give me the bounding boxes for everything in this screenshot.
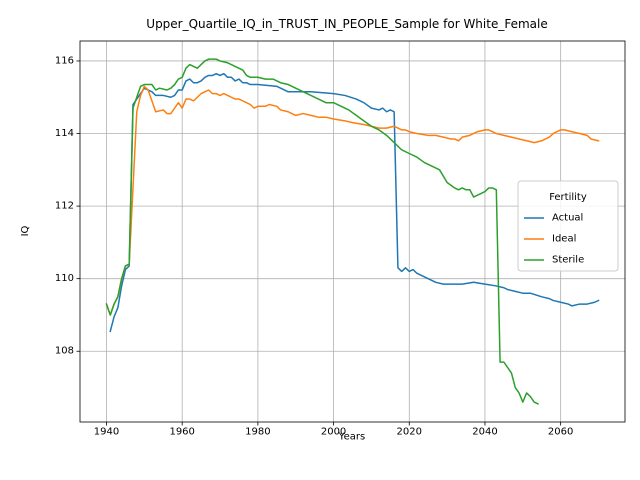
y-axis: 108 110 112 114 116	[55, 55, 80, 357]
series-line-ideal	[105, 85, 600, 316]
legend-label-ideal: Ideal	[552, 234, 576, 245]
legend: Fertility Actual Ideal Sterile	[517, 180, 619, 272]
x-tick-label: 2040	[472, 426, 497, 437]
x-tick-label: 1980	[245, 426, 270, 437]
y-axis-label: IQ	[20, 225, 31, 236]
legend-frame	[517, 180, 619, 272]
x-tick-label: 1940	[94, 426, 119, 437]
y-tick-label: 116	[55, 55, 74, 66]
legend-title: Fertility	[549, 192, 587, 203]
x-tick-label: 2020	[397, 426, 422, 437]
y-tick-label: 114	[55, 128, 74, 139]
series-line-sterile	[105, 58, 539, 405]
legend-label-actual: Actual	[552, 213, 583, 224]
x-tick-label: 1960	[169, 426, 194, 437]
chart-title: Upper_Quartile_IQ_in_TRUST_IN_PEOPLE_Sam…	[146, 17, 547, 31]
plot-frame	[79, 40, 626, 423]
x-axis: 1940 1960 1980 2000 2020 2040 2060	[94, 422, 573, 437]
series-line-actual	[109, 72, 600, 333]
x-tick-label: 2060	[548, 426, 573, 437]
y-tick-label: 110	[55, 273, 74, 284]
series-group	[105, 58, 600, 405]
y-tick-label: 112	[55, 201, 74, 212]
legend-label-sterile: Sterile	[552, 255, 584, 266]
y-tick-label: 108	[55, 346, 74, 357]
x-tick-label: 2000	[321, 426, 346, 437]
legend-items: Actual Ideal Sterile	[524, 213, 584, 266]
x-axis-label: Years	[338, 431, 365, 442]
